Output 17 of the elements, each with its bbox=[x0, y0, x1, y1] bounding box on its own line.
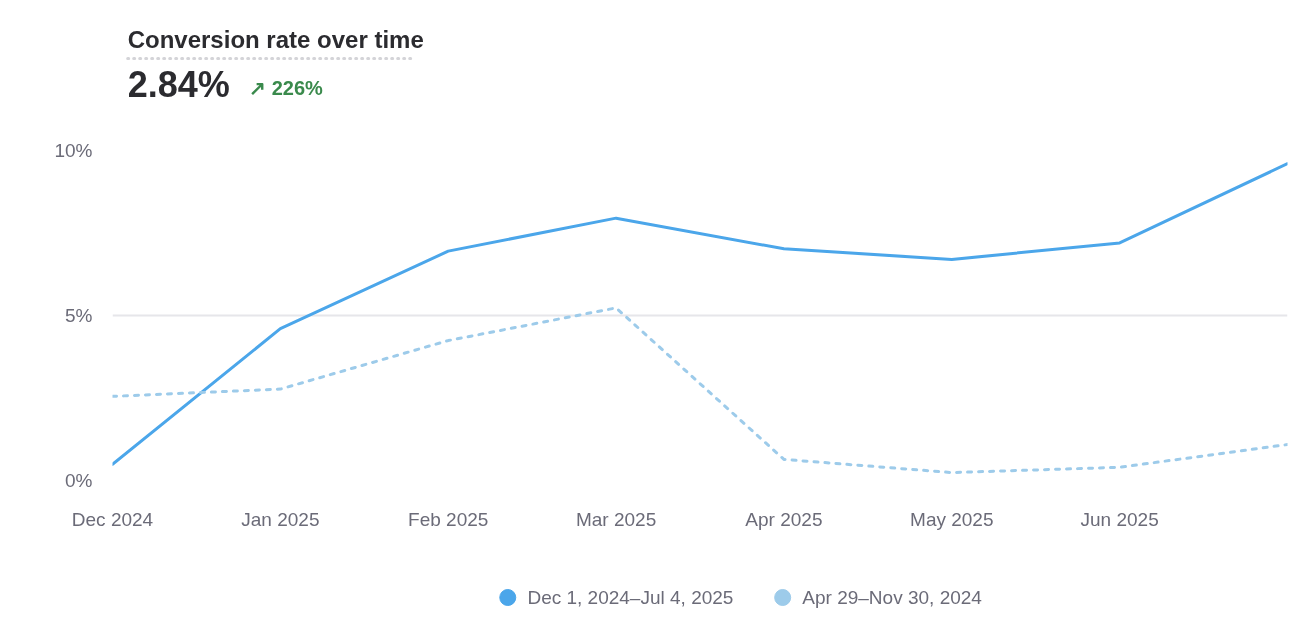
x-tick-label: Mar 2025 bbox=[575, 508, 657, 530]
chart-title: Conversion rate over time bbox=[127, 25, 424, 53]
x-tick-label: Apr 2025 bbox=[745, 508, 823, 530]
line-series bbox=[112, 306, 1288, 475]
y-tick-label: 10% bbox=[54, 140, 93, 161]
legend-label: Apr 29–Nov 30, 2024 bbox=[802, 587, 983, 608]
x-tick-label: Feb 2025 bbox=[408, 508, 489, 530]
x-tick-label: Dec 2024 bbox=[71, 508, 154, 530]
legend-label: Dec 1, 2024–Jul 4, 2025 bbox=[527, 587, 734, 608]
x-tick-label: Jun 2025 bbox=[1080, 508, 1159, 530]
y-tick-label: 0% bbox=[65, 470, 93, 491]
x-tick-label: Jan 2025 bbox=[241, 508, 320, 530]
x-tick-label: May 2025 bbox=[910, 508, 994, 530]
text: ↗ 226% bbox=[249, 76, 324, 99]
line-series bbox=[112, 162, 1288, 466]
y-tick-label: 5% bbox=[65, 305, 93, 326]
chart-subtitle: 2.84% bbox=[127, 63, 230, 105]
